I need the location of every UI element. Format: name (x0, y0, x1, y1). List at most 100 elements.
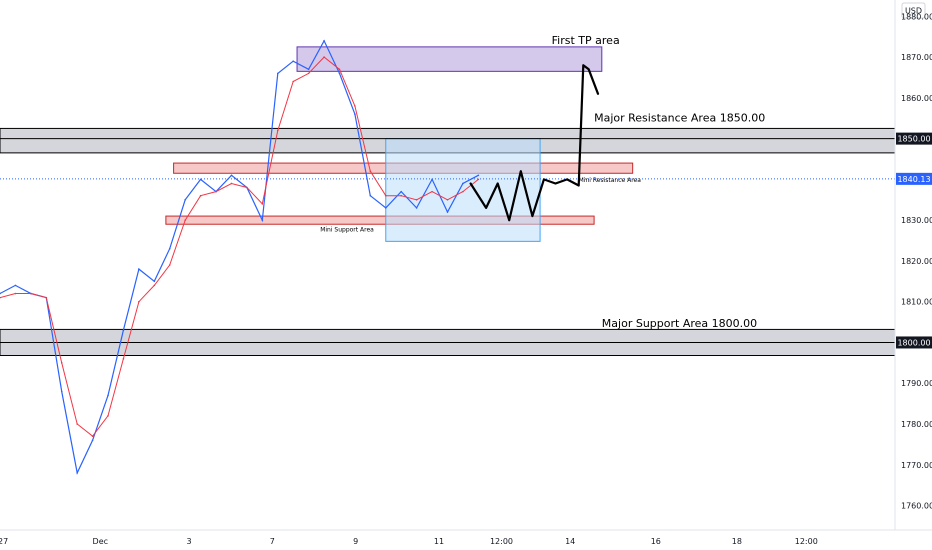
series-ema-line (0, 56, 479, 437)
series-ema-point (246, 186, 248, 189)
series-close-point (261, 219, 264, 221)
y-tick-label: 1870.00 (901, 53, 932, 62)
series-ema-point (261, 203, 264, 205)
y-tick-label: 1770.00 (901, 461, 932, 470)
series-ema-point (168, 264, 171, 266)
series-close-point (307, 68, 310, 71)
series-ema-point (45, 296, 48, 299)
mini-support-zone[interactable] (165, 215, 595, 225)
series-close-point (384, 207, 387, 209)
x-tick-label: 27 (0, 537, 8, 546)
series-close-point (0, 292, 1, 295)
consolidation-zone[interactable] (385, 138, 541, 242)
x-tick-label: 12:00 (795, 537, 818, 546)
y-tick-label: 1780.00 (901, 420, 932, 429)
last-price-label: 1840.13 (897, 175, 930, 184)
series-ema-point (122, 357, 125, 360)
price-labels: 1850.00 1800.00 1840.13 (896, 132, 932, 349)
series-ema-point (462, 190, 464, 193)
major-resistance-label: Major Resistance Area 1850.00 (594, 111, 765, 124)
series-close-point (14, 284, 17, 287)
zones-layer (0, 46, 896, 357)
series-close-point (153, 280, 156, 283)
series-ema-point (276, 129, 279, 132)
series-ema-point (0, 296, 1, 299)
y-tick-label: 1810.00 (901, 298, 932, 307)
last-price-badge (896, 172, 932, 185)
series-ema-point (307, 72, 310, 75)
major-support-label: Major Support Area 1800.00 (602, 317, 757, 330)
y-tick-label: 1820.00 (901, 257, 932, 266)
series-close-point (184, 198, 186, 201)
x-tick-label: 14 (565, 537, 575, 546)
series-ema-point (369, 170, 372, 173)
first-tp-label: First TP area (552, 34, 620, 47)
series-close-point (446, 211, 449, 213)
series-close-point (138, 268, 140, 270)
mini-support-label: Mini Support Area (320, 227, 374, 234)
y-tick-label: 1880.00 (901, 12, 932, 21)
series-close-point (122, 329, 125, 332)
series-close-point (369, 194, 372, 197)
series-ema-point (354, 105, 356, 107)
series-close-point (323, 39, 325, 42)
series-ema-point (184, 219, 186, 221)
series-ema-point (323, 56, 325, 58)
series-ema-point (415, 198, 418, 201)
series-close-point (107, 394, 109, 397)
forecast-arrow[interactable] (469, 64, 600, 222)
series-ema-point (199, 194, 202, 197)
first-tp-zone[interactable] (296, 46, 603, 72)
series-ema-point (153, 284, 156, 287)
price-axis[interactable]: USD 1760.001770.001780.001790.001800.001… (0, 0, 932, 531)
x-tick-label: Dec (93, 537, 108, 546)
x-tick-label: 16 (651, 537, 661, 546)
series-close-point (168, 247, 171, 250)
series-close-point (477, 174, 480, 177)
level-price-badge (896, 336, 932, 349)
x-tick-label: 7 (270, 537, 275, 546)
series-ema-point (60, 362, 63, 364)
level-price-label: 1850.00 (897, 135, 930, 144)
series-ema-point (292, 80, 294, 83)
series-close-point (76, 472, 78, 474)
series-close-point (230, 174, 233, 177)
currency-label: USD (905, 7, 922, 16)
series-close-point (91, 439, 94, 442)
series-close-point (462, 182, 464, 185)
series-ema-point (400, 194, 403, 197)
series-ema-point (431, 190, 433, 193)
x-tick-label: 11 (434, 537, 444, 546)
series-ema-point (338, 68, 341, 71)
y-tick-label: 1830.00 (901, 216, 932, 225)
series-ema-point (138, 300, 140, 303)
series-ema-point (230, 182, 233, 185)
series-ema-point (384, 194, 387, 197)
time-axis[interactable]: 27 Dec 3 7 9 11 12:00 14 16 18 12:00 (0, 537, 818, 546)
series-ema-point (477, 178, 480, 181)
y-tick-label: 1760.00 (901, 502, 932, 511)
series-layer (0, 39, 480, 475)
series-ema-point (30, 292, 32, 295)
series-ema-point (76, 423, 78, 425)
annotations-layer: First TP area Major Resistance Area 1850.… (320, 34, 765, 330)
series-close-point (354, 113, 356, 115)
series-close-point (415, 207, 418, 209)
series-close-point (338, 72, 341, 75)
series-ema-point (14, 292, 17, 295)
series-close-point (199, 178, 202, 181)
y-tick-label: 1860.00 (901, 94, 932, 103)
series-close-line (0, 39, 479, 475)
series-ema-point (107, 415, 109, 417)
x-tick-label: 18 (732, 537, 742, 546)
currency-badge[interactable] (901, 2, 926, 19)
x-tick-label: 3 (186, 537, 191, 546)
level-price-badge (896, 132, 932, 145)
mini-resistance-label: Mini Resistance Area (579, 177, 642, 184)
series-ema-point (215, 190, 217, 193)
level-price-label: 1800.00 (897, 338, 930, 347)
series-close-point (431, 178, 433, 181)
x-tick-label: 12:00 (490, 537, 513, 546)
series-close-point (292, 60, 294, 62)
